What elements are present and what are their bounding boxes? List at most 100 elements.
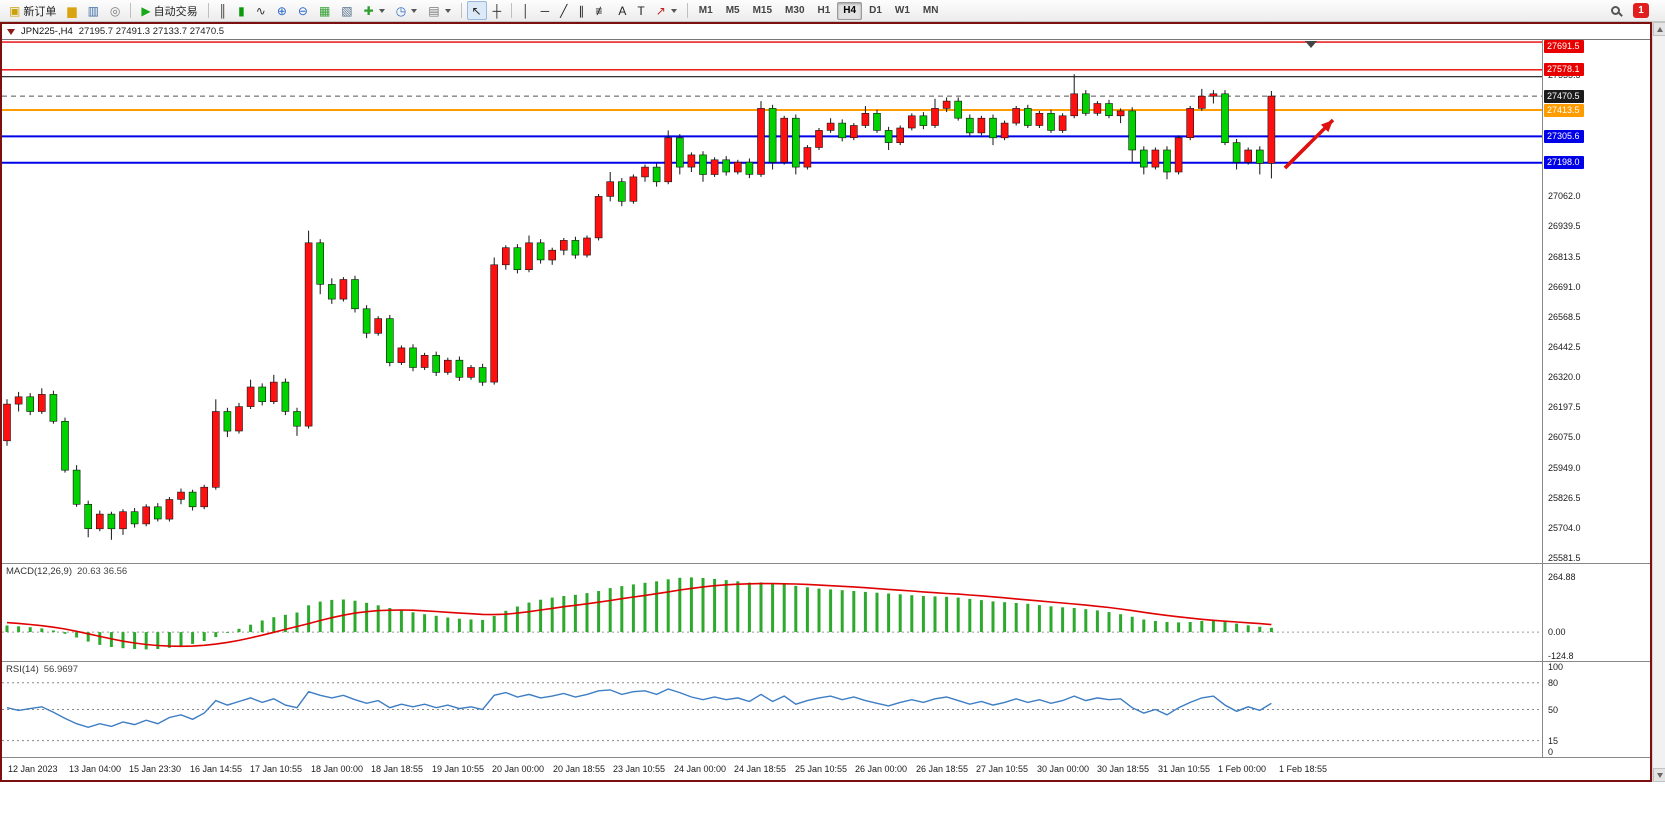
price-axis-label: 26442.5 [1548, 342, 1581, 352]
one-click-trading-toggle-icon[interactable] [7, 28, 15, 35]
price-axis-label: 26320.0 [1548, 372, 1581, 382]
timeframe-mn-button[interactable]: MN [922, 5, 939, 16]
new-order-button-label: 新订单 [23, 5, 57, 18]
templates-button[interactable]: ▤ [423, 1, 455, 20]
text-icon: A [618, 3, 627, 18]
candlestick-icon: ▮ [238, 3, 245, 18]
zoom-in-button[interactable]: ⊕ [272, 1, 292, 20]
time-axis-label: 1 Feb 18:55 [1279, 764, 1328, 774]
notification-badge[interactable]: 1 [1633, 3, 1649, 18]
price-axis-label: 26075.0 [1548, 432, 1581, 442]
price-axis-label: 26813.5 [1548, 252, 1581, 262]
vertical-line-icon: │ [522, 3, 530, 18]
macd-label: MACD(12,26,9) 20.63 36.56 [6, 566, 127, 577]
clock-icon: ◷ [395, 3, 407, 18]
periods-button[interactable]: ◷ [391, 1, 422, 20]
timeframe-m30-button[interactable]: M30 [785, 5, 805, 16]
time-axis-label: 30 Jan 00:00 [1037, 764, 1090, 774]
time-axis-label: 24 Jan 00:00 [674, 764, 727, 774]
vertical-line-button[interactable]: │ [517, 1, 535, 20]
trendline-icon: ╱ [560, 3, 568, 18]
rsi-plot[interactable] [2, 662, 1542, 757]
scroll-down-button[interactable] [1653, 768, 1665, 782]
indicators-button[interactable]: ✚ [359, 1, 390, 20]
sound-button[interactable]: ◎ [105, 1, 125, 20]
macd-pane[interactable]: MACD(12,26,9) 20.63 36.56 264.88 0.00 -124.… [2, 564, 1650, 662]
macd-axis-label: 0.00 [1548, 627, 1566, 637]
price-level-label: 27305.6 [1544, 130, 1584, 143]
time-axis-label: 20 Jan 18:55 [553, 764, 606, 774]
bar-chart-button[interactable]: ║ [214, 1, 233, 20]
toolbar-separator [460, 3, 462, 18]
macd-axis-label: 264.88 [1548, 572, 1576, 582]
time-axis-label: 25 Jan 10:55 [795, 764, 848, 774]
text-button[interactable]: A [613, 1, 631, 20]
cursor-button[interactable]: ↖ [466, 1, 487, 20]
chart-window: JPN225-,H4 27195.7 27491.3 27133.7 27470… [0, 22, 1652, 782]
price-axis-label: 25949.0 [1548, 463, 1581, 473]
crosshair-button[interactable]: ┼ [488, 1, 507, 20]
time-axis-label: 17 Jan 10:55 [250, 764, 303, 774]
rsi-label: RSI(14) 56.9697 [6, 664, 78, 675]
toolbar-separator [511, 3, 513, 18]
rsi-pane[interactable]: RSI(14) 56.9697 100 80 50 15 0 [2, 662, 1650, 758]
price-axis[interactable]: 27555.527062.026939.526813.526691.026568… [1542, 40, 1650, 563]
autotrading-button[interactable]: ▶ 自动交易 [136, 1, 202, 20]
search-icon[interactable] [1607, 3, 1623, 19]
horizontal-line-icon: ─ [540, 3, 550, 18]
macd-axis: 264.88 0.00 -124.8 [1542, 564, 1650, 661]
timeframe-h4-button[interactable]: H4 [837, 1, 863, 20]
line-chart-button[interactable]: ∿ [251, 1, 271, 20]
rsi-axis-label: 50 [1548, 705, 1559, 715]
channel-button[interactable]: ∥ [573, 1, 589, 20]
trendline-button[interactable]: ╱ [555, 1, 572, 20]
new-order-button[interactable]: ▣ 新订单 [4, 1, 61, 20]
price-axis-label: 25704.0 [1548, 523, 1581, 533]
macd-plot[interactable] [2, 564, 1542, 661]
price-level-label: 27198.0 [1544, 156, 1584, 169]
zoom-out-button[interactable]: ⊖ [293, 1, 313, 20]
indicators-icon: ✚ [363, 3, 374, 18]
shapes-button[interactable]: ↗ [651, 1, 682, 20]
time-axis-label: 26 Jan 18:55 [916, 764, 969, 774]
arrow-annotation[interactable] [1283, 118, 1335, 170]
timeframe-m1-button[interactable]: M1 [698, 5, 713, 16]
chart-window-icon: ▥ [87, 3, 99, 18]
chart-shift-marker[interactable] [1305, 41, 1317, 48]
rsi-canvas[interactable] [2, 662, 1542, 757]
gold-button[interactable]: ▆ [62, 1, 81, 20]
line-chart-icon: ∿ [255, 3, 266, 18]
main-chart-pane[interactable]: 27555.527062.026939.526813.526691.026568… [2, 40, 1650, 564]
rsi-value: 56.9697 [43, 664, 79, 675]
rsi-axis-label: 0 [1548, 747, 1554, 757]
timeframe-m15-button[interactable]: M15 [752, 5, 773, 16]
timeframe-h1-button[interactable]: H1 [817, 5, 831, 16]
timeframe-m5-button[interactable]: M5 [725, 5, 740, 16]
horizontal-line-button[interactable]: ─ [536, 1, 555, 20]
time-axis[interactable]: 12 Jan 2023 13 Jan 04:00 15 Jan 23:30 16 Ja… [2, 758, 1650, 780]
price-axis-label: 25581.5 [1548, 553, 1581, 563]
rsi-axis-label: 100 [1548, 662, 1564, 672]
macd-canvas[interactable] [2, 564, 1542, 661]
time-axis-label: 1 Feb 00:00 [1218, 764, 1267, 774]
main-chart-canvas[interactable] [2, 40, 1542, 563]
time-axis-label: 19 Jan 10:55 [432, 764, 485, 774]
timeframe-d1-button[interactable]: D1 [869, 5, 882, 16]
zoom-out-icon: ⊖ [297, 3, 308, 18]
label-button[interactable]: T [632, 1, 649, 20]
tile-windows-button[interactable]: ▦ [314, 1, 335, 20]
chart-window-button[interactable]: ▥ [83, 1, 104, 20]
candlestick-chart-button[interactable]: ▮ [233, 1, 250, 20]
price-axis-label: 25826.5 [1548, 493, 1581, 503]
fibonacci-button[interactable]: ≢ [590, 1, 612, 20]
time-axis-label: 20 Jan 00:00 [492, 764, 545, 774]
cascade-windows-button[interactable]: ▧ [336, 1, 357, 20]
time-axis-label: 26 Jan 00:00 [855, 764, 908, 774]
autotrading-button-label: 自动交易 [153, 5, 198, 18]
sound-icon: ◎ [109, 3, 121, 18]
main-chart-plot[interactable] [2, 40, 1542, 563]
vertical-scrollbar[interactable] [1652, 22, 1665, 782]
price-axis-label: 26691.0 [1548, 282, 1581, 292]
timeframe-w1-button[interactable]: W1 [894, 5, 910, 16]
scroll-up-button[interactable] [1653, 22, 1665, 36]
